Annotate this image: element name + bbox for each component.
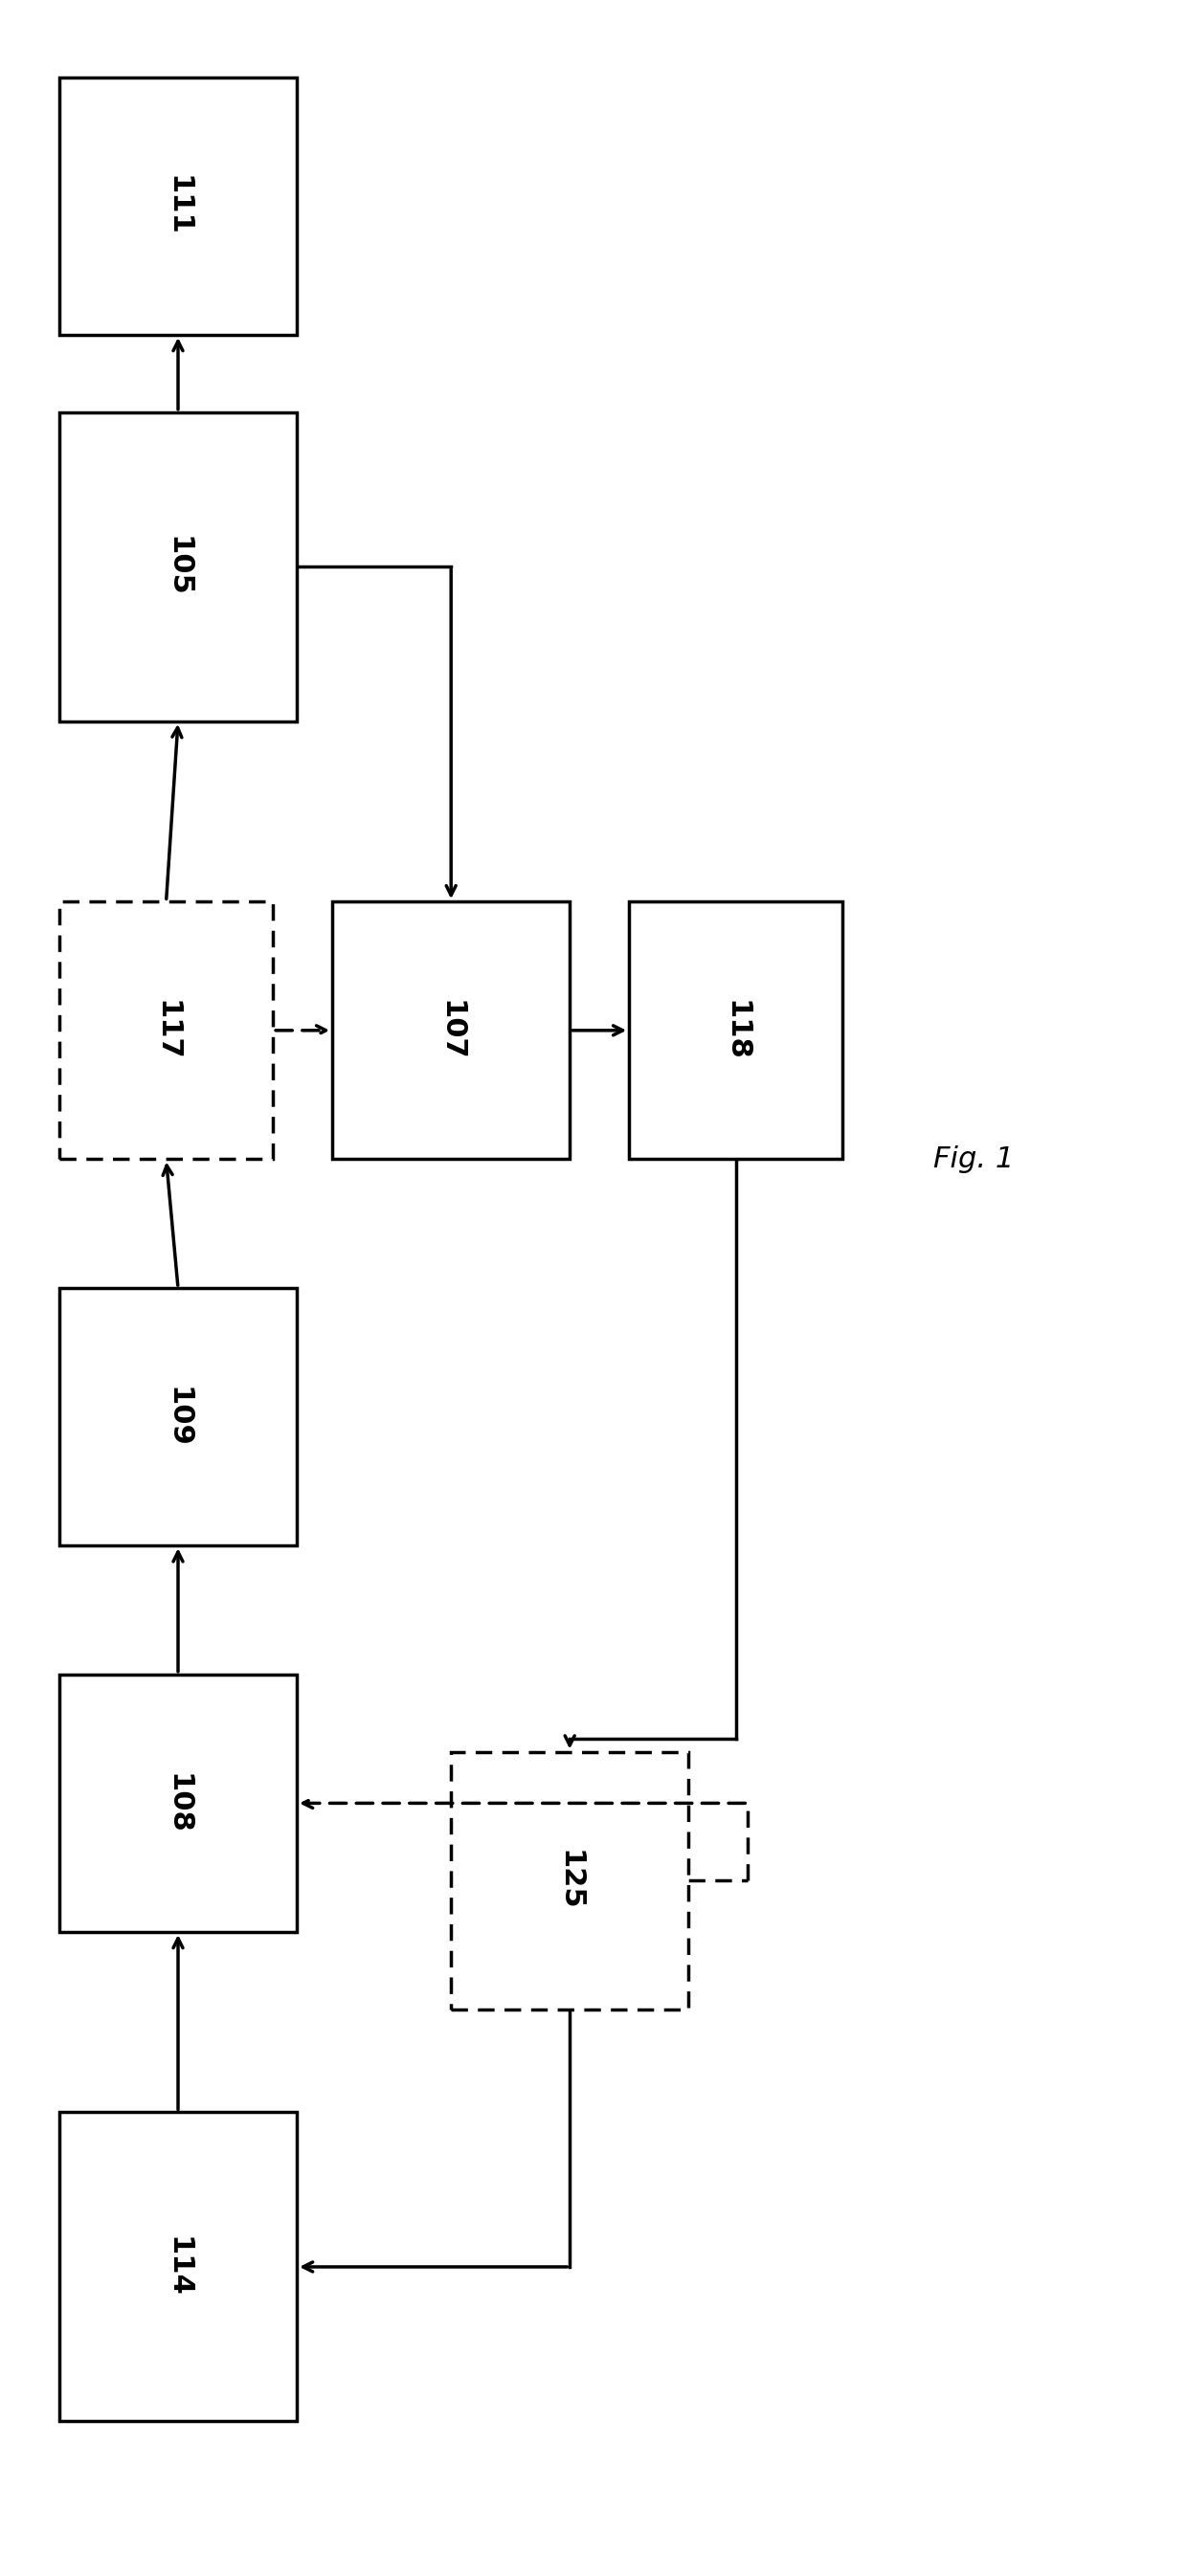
Text: 109: 109: [164, 1386, 192, 1448]
FancyBboxPatch shape: [59, 902, 273, 1159]
FancyBboxPatch shape: [451, 1752, 688, 2009]
Text: 118: 118: [722, 999, 750, 1061]
FancyBboxPatch shape: [59, 1674, 297, 1932]
FancyBboxPatch shape: [59, 2112, 297, 2421]
Text: 125: 125: [556, 1850, 584, 1911]
Text: 108: 108: [164, 1772, 192, 1834]
FancyBboxPatch shape: [332, 902, 570, 1159]
Text: 114: 114: [164, 2236, 192, 2298]
FancyBboxPatch shape: [59, 77, 297, 335]
FancyBboxPatch shape: [59, 412, 297, 721]
FancyBboxPatch shape: [629, 902, 843, 1159]
Text: 117: 117: [152, 999, 180, 1061]
Text: 111: 111: [164, 175, 192, 237]
Text: 105: 105: [164, 536, 192, 598]
FancyBboxPatch shape: [59, 1288, 297, 1546]
Text: 107: 107: [437, 999, 465, 1061]
Text: Fig. 1: Fig. 1: [933, 1146, 1014, 1172]
